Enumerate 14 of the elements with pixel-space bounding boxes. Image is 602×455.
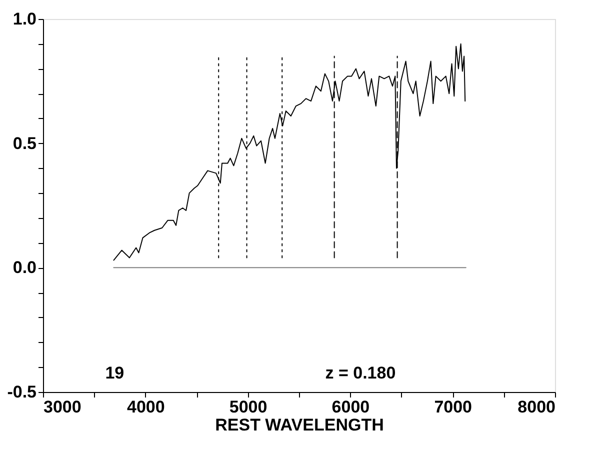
y-tick-label: 0.0 [12,258,36,278]
x-tick-label: 3000 [44,398,82,416]
y-tick-label: 1.0 [12,10,36,28]
x-tick-label: 7000 [434,398,472,416]
x-tick-label: 6000 [332,398,370,416]
x-axis-title: REST WAVELENGTH [215,416,384,434]
x-tick-label: 4000 [126,398,165,416]
annotation: 19 [105,363,124,382]
x-tick-label: 8000 [518,398,556,416]
annotation: z = 0.180 [325,363,396,382]
line-series [113,43,466,261]
y-tick-label: 0.5 [12,134,36,153]
x-tick-label: 5000 [229,398,268,416]
y-tick-label: -0.5 [7,382,36,402]
